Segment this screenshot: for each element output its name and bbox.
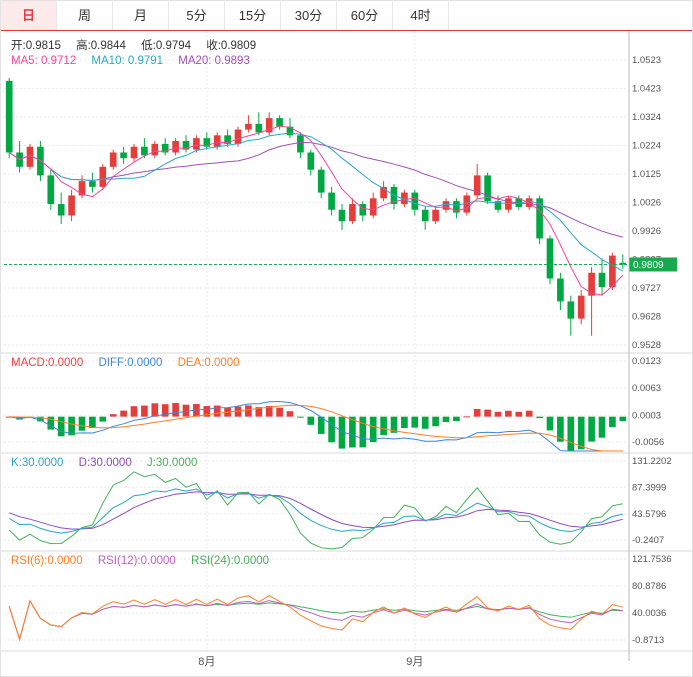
- current-price-label: 0.9809: [633, 260, 664, 271]
- kdj-axis-tick: -0.2407: [632, 535, 664, 546]
- macd-axis-tick: 0.0063: [632, 383, 661, 394]
- tab-4hour[interactable]: 4时: [393, 1, 449, 30]
- kdj-axis-tick: 43.5796: [632, 509, 666, 520]
- tab-30min[interactable]: 30分: [281, 1, 337, 30]
- kdj-axis-tick: 131.2202: [632, 456, 672, 467]
- tab-month[interactable]: 月: [113, 1, 169, 30]
- tab-day[interactable]: 日: [1, 1, 57, 30]
- tab-5min[interactable]: 5分: [169, 1, 225, 30]
- timeframe-tabbar: 日 周 月 5分 15分 30分 60分 4时: [1, 1, 692, 31]
- current-price-badge: [629, 257, 677, 272]
- kdj-axis-tick: 87.3999: [632, 482, 666, 493]
- rsi-axis-tick: 40.0036: [632, 608, 666, 619]
- rsi-axis-tick: 121.7536: [632, 554, 672, 565]
- main-axis-tick: 0.9727: [632, 283, 661, 294]
- main-axis-tick: 1.0224: [632, 141, 661, 152]
- main-axis-tick: 0.9926: [632, 226, 661, 237]
- tab-week[interactable]: 周: [57, 1, 113, 30]
- macd-axis-tick: -0.0056: [632, 437, 664, 448]
- tab-15min[interactable]: 15分: [225, 1, 281, 30]
- x-axis-label: 9月: [406, 656, 423, 668]
- main-axis-tick: 1.0324: [632, 112, 661, 123]
- main-axis-tick: 1.0125: [632, 169, 661, 180]
- rsi-axis-tick: -0.8713: [632, 635, 664, 646]
- rsi-axis-tick: 80.8786: [632, 581, 666, 592]
- macd-axis-tick: 0.0123: [632, 356, 661, 367]
- macd-axis-tick: 0.0003: [632, 410, 661, 421]
- tab-60min[interactable]: 60分: [337, 1, 393, 30]
- main-axis-tick: 0.9628: [632, 311, 661, 322]
- x-axis-label: 8月: [198, 656, 215, 668]
- main-axis-tick: 1.0026: [632, 197, 661, 208]
- main-axis-tick: 1.0523: [632, 55, 661, 66]
- main-axis-tick: 0.9528: [632, 340, 661, 351]
- main-axis-tick: 1.0423: [632, 84, 661, 95]
